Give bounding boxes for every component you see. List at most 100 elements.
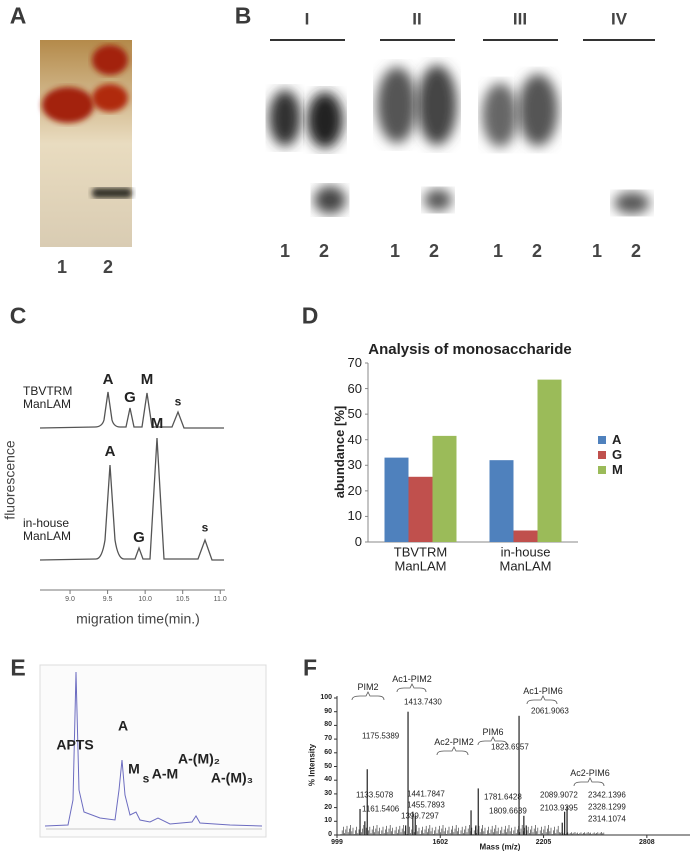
peak-label: 1823.6957 — [491, 742, 529, 752]
peak-label: 1781.6428 — [484, 792, 522, 802]
peak-label: s — [142, 771, 150, 786]
peak-label: 2103.9395 — [540, 803, 578, 813]
lane-label: 1 — [492, 241, 504, 262]
group-label: PIM2 — [357, 682, 379, 693]
gel-a — [40, 40, 132, 247]
peak-label: 2089.9072 — [540, 790, 578, 800]
peak-label: APTS — [56, 736, 94, 753]
x-tick-label: 11.0 — [213, 596, 227, 604]
peak-label: G — [133, 528, 145, 546]
x-tick-label: 10.5 — [175, 596, 190, 604]
peak-label: 2061.9063 — [531, 706, 569, 716]
group-label: Ac2-PIM6 — [570, 768, 610, 779]
legend-label: A — [612, 431, 622, 447]
legend-swatch — [598, 451, 606, 459]
lane-label: 2 — [318, 241, 330, 262]
x-tick-label: TBVTRM ManLAM — [393, 544, 448, 574]
y-tick-label: 100 — [320, 694, 332, 702]
blot-b — [269, 39, 655, 214]
peak-label: 2342.1396 — [588, 790, 626, 800]
y-tick-label: 40 — [347, 431, 362, 447]
group-label: IV — [610, 9, 628, 29]
group-label: Ac1-PIM6 — [523, 686, 563, 697]
y-tick-label: 60 — [347, 380, 362, 396]
bar — [537, 379, 562, 542]
x-tick-label: 2205 — [535, 839, 552, 847]
lane-label: 1 — [591, 241, 603, 262]
bar — [513, 530, 538, 542]
lane-label: 2 — [630, 241, 642, 262]
bar — [489, 460, 514, 542]
group-label: III — [512, 9, 528, 29]
legend-label: G — [612, 446, 623, 462]
y-tick-label: 50 — [324, 762, 332, 770]
group-label: I — [304, 9, 310, 29]
lane-label: 1 — [389, 241, 401, 262]
group-label: Ac1-PIM2 — [392, 674, 432, 685]
x-tick-label: 9.0 — [65, 596, 75, 604]
y-tick-label: 60 — [324, 748, 332, 756]
x-tick-label: 2808 — [639, 839, 655, 847]
x-tick-label: 10.0 — [138, 596, 152, 604]
spectrum-braces — [351, 683, 605, 787]
peak-label: 1399.7297 — [401, 811, 439, 821]
y-tick-label: 50 — [347, 405, 362, 421]
x-axis-label: Mass (m/z) — [479, 842, 521, 852]
peak-label: s — [201, 520, 209, 535]
panel-letter: D — [301, 302, 319, 329]
y-axis-label: fluorescence — [1, 440, 18, 520]
y-tick-label: 70 — [324, 735, 332, 743]
peak-label: 1413.7430 — [404, 697, 442, 707]
peak-label: 1161.5406 — [362, 804, 400, 814]
panel-letter: C — [9, 302, 27, 329]
y-tick-label: 30 — [347, 457, 362, 473]
x-tick-label: 1602 — [432, 839, 449, 847]
y-tick-label: 0 — [328, 831, 332, 839]
x-tick-label: 999 — [331, 839, 343, 847]
chart-title: Analysis of monosaccharide — [368, 340, 572, 358]
y-tick-label: 20 — [347, 482, 362, 498]
x-tick-label: in-house ManLAM — [499, 544, 552, 574]
peak-label: 1809.6639 — [489, 806, 527, 816]
peak-label: A-(M)₂ — [178, 750, 220, 767]
y-tick-label: 10 — [324, 817, 332, 825]
legend-swatch — [598, 436, 606, 444]
peak-label: 1441.7847 — [407, 789, 445, 799]
peak-label: A-M — [151, 765, 179, 782]
y-axis-label: abundance [%] — [331, 405, 347, 499]
chromatogram-e — [39, 664, 267, 838]
peak-label: A — [104, 442, 116, 460]
bar — [408, 476, 433, 542]
group-label: Ac2-PIM2 — [434, 737, 474, 748]
peak-label: 2314.1074 — [588, 814, 626, 824]
lane-label: 2 — [102, 257, 114, 278]
y-tick-label: 80 — [324, 721, 332, 729]
x-tick-label: 9.5 — [102, 596, 113, 604]
lane-label: 2 — [428, 241, 440, 262]
peak-label: 1455.7893 — [407, 800, 445, 810]
panel-letter: A — [9, 2, 27, 29]
panel-letter: B — [234, 2, 252, 29]
lane-label: 1 — [279, 241, 291, 262]
electropherogram-c — [39, 391, 225, 591]
peak-label: G — [124, 388, 136, 406]
bar — [432, 435, 457, 542]
panel-letter: E — [10, 654, 26, 681]
y-tick-label: 20 — [324, 803, 332, 811]
peak-label: s — [174, 394, 182, 409]
panel-letter: F — [302, 654, 318, 681]
trace-label: TBVTRM ManLAM — [23, 383, 73, 411]
peak-label: A — [117, 717, 129, 734]
x-axis-label: migration time(min.) — [76, 610, 200, 627]
group-label: II — [412, 9, 422, 29]
peak-label: M — [140, 370, 154, 388]
trace-label: in-house ManLAM — [23, 515, 72, 543]
peak-label: M — [128, 760, 140, 777]
y-tick-label: 10 — [347, 508, 362, 524]
y-tick-label: 90 — [324, 707, 332, 715]
peak-label: 2328.1299 — [588, 802, 626, 812]
peak-label: A-(M)₃ — [210, 769, 254, 786]
bar — [384, 457, 409, 542]
